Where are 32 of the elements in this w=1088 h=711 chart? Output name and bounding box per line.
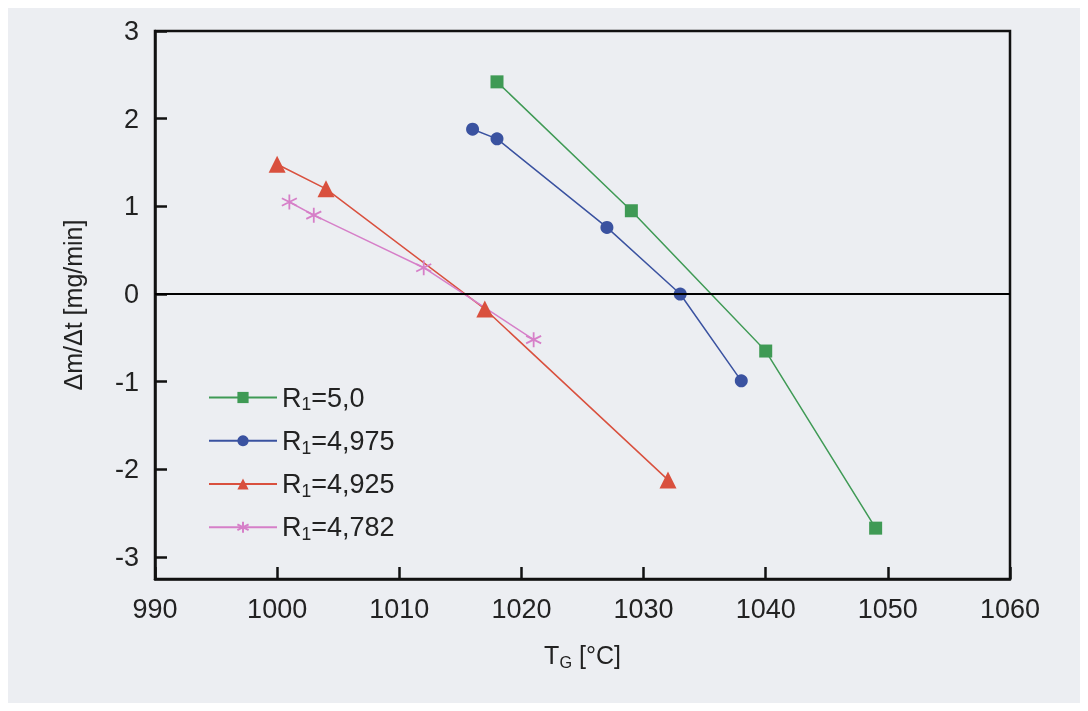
point <box>759 344 773 358</box>
point <box>624 204 638 218</box>
y-axis-title: Δm/Δt [mg/min] <box>58 219 87 391</box>
point <box>280 193 298 211</box>
y-tick-label: 0 <box>123 279 139 310</box>
x-tick-label: 1040 <box>735 593 796 624</box>
x-tick-label: 1050 <box>857 593 918 624</box>
point <box>525 331 543 349</box>
y-tick-label: -2 <box>114 454 139 485</box>
point <box>317 180 335 198</box>
point <box>268 155 286 173</box>
x-tick-label: 1000 <box>247 593 308 624</box>
point <box>415 259 433 277</box>
point <box>490 75 504 89</box>
y-tick-label: -3 <box>114 542 139 573</box>
x-tick-label: 1030 <box>613 593 674 624</box>
x-tick-label: 1060 <box>979 593 1041 624</box>
point <box>476 300 494 318</box>
x-tick-label: 990 <box>132 593 178 624</box>
x-tick-label: 1010 <box>369 593 430 624</box>
y-tick-label: -1 <box>114 366 139 397</box>
point <box>600 220 614 234</box>
y-tick-label: 1 <box>123 191 139 222</box>
y-tick-label: 2 <box>123 103 139 134</box>
point <box>869 521 883 535</box>
point <box>466 122 480 136</box>
y-tick-label: 3 <box>123 16 139 46</box>
point <box>734 374 748 388</box>
point <box>659 471 677 489</box>
point <box>305 206 323 224</box>
x-tick-label: 1020 <box>491 593 552 624</box>
point <box>490 132 504 146</box>
